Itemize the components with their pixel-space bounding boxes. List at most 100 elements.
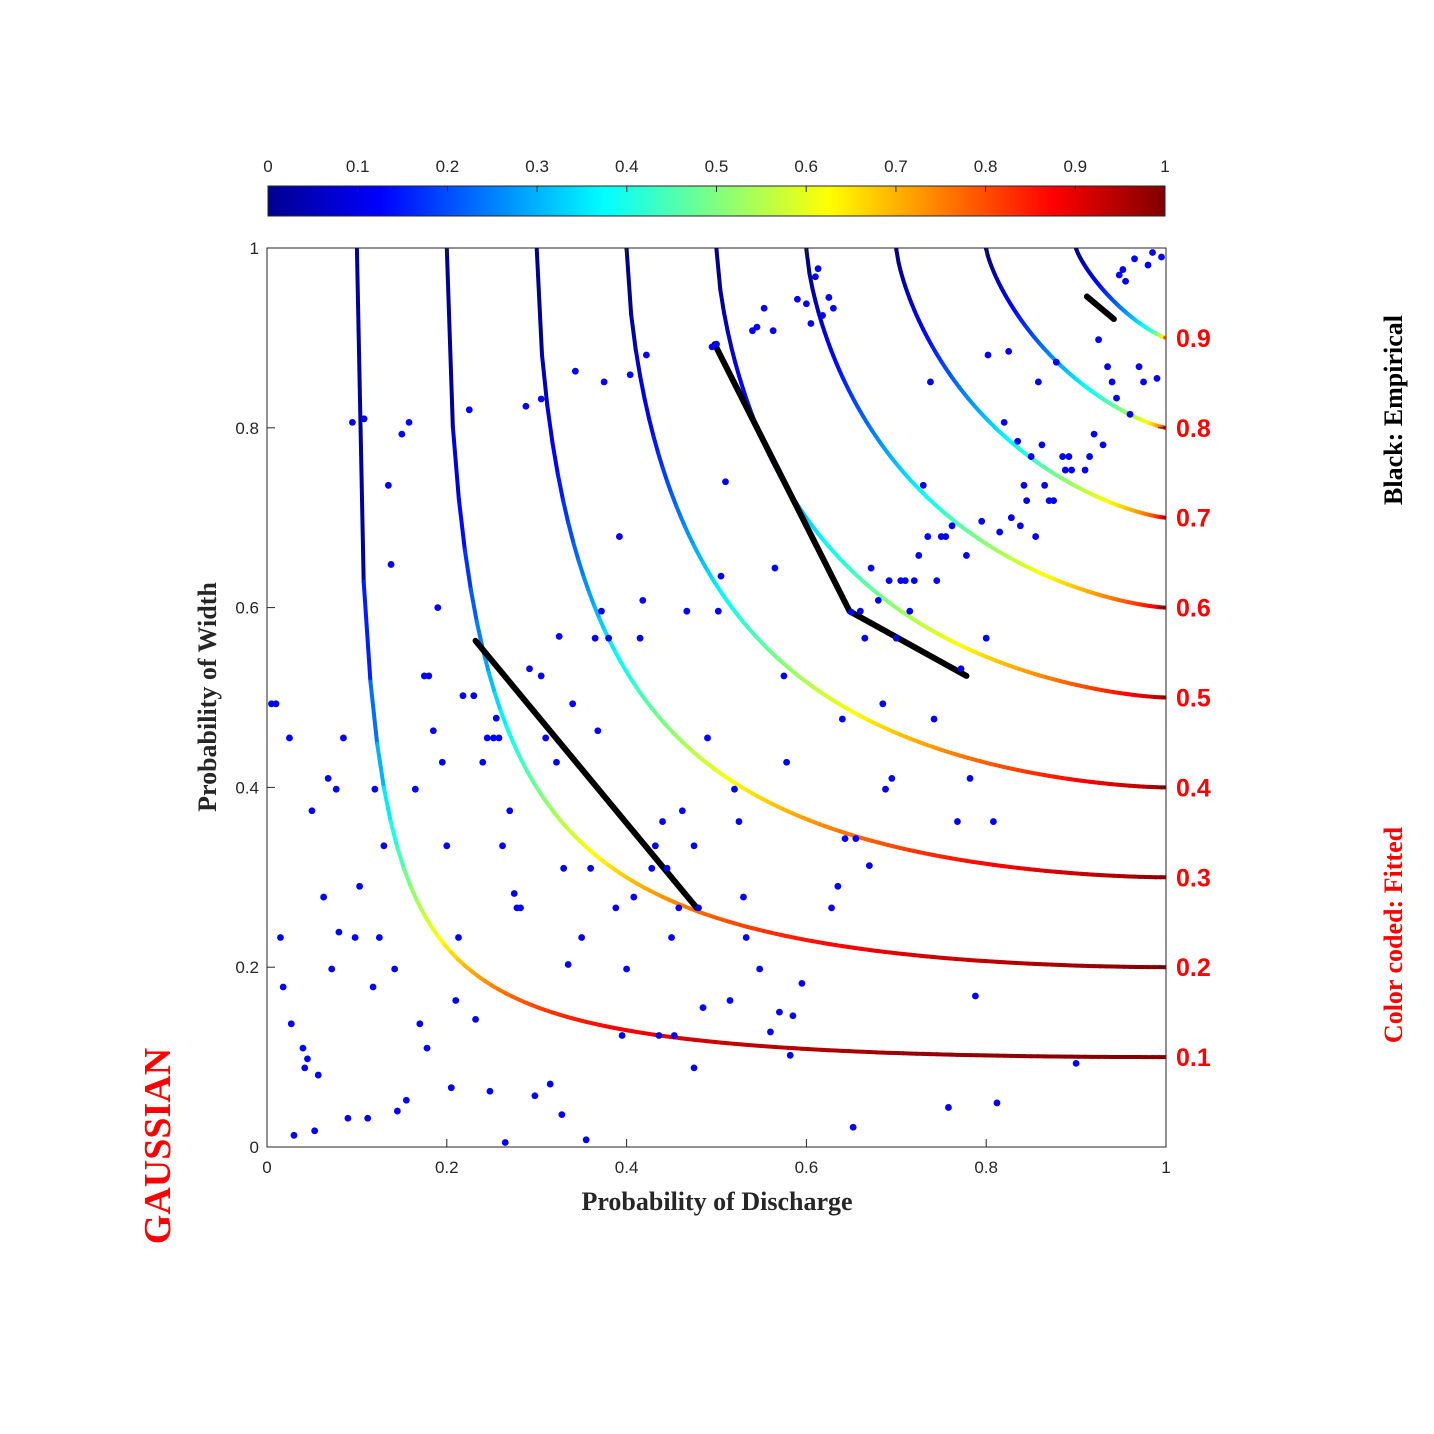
- data-point: [537, 672, 545, 680]
- contour-segment: [456, 496, 467, 552]
- data-point: [618, 1032, 626, 1039]
- contour-segment: [402, 867, 413, 889]
- contour-segment: [737, 373, 745, 390]
- y-tick-label: 0.4: [235, 778, 259, 797]
- contour-segment: [642, 396, 652, 421]
- contour-segment: [718, 287, 727, 315]
- data-point: [332, 785, 340, 793]
- data-point: [537, 395, 545, 403]
- data-point: [1027, 453, 1035, 460]
- contour-segment: [522, 764, 533, 780]
- contour-segment: [804, 248, 812, 276]
- data-point: [942, 533, 950, 540]
- contour-segment: [810, 286, 818, 304]
- data-point: [380, 842, 388, 850]
- data-point: [314, 1071, 322, 1079]
- data-point: [834, 882, 842, 890]
- data-point: [398, 430, 406, 438]
- contour-segment: [665, 479, 674, 496]
- data-point: [849, 1123, 857, 1131]
- contour-segment: [408, 884, 420, 905]
- data-point: [526, 665, 533, 673]
- data-points: [268, 249, 1165, 1146]
- data-point: [807, 320, 815, 327]
- data-point: [966, 775, 974, 782]
- data-point: [486, 1087, 494, 1095]
- data-point: [722, 478, 729, 486]
- data-point: [371, 785, 379, 793]
- data-point: [542, 734, 550, 742]
- contour-segment: [486, 670, 497, 695]
- data-point: [783, 758, 791, 766]
- data-point: [1034, 378, 1042, 386]
- colorbar-tick-label: 0.9: [1063, 157, 1087, 176]
- data-point: [1108, 378, 1116, 386]
- data-point: [642, 351, 650, 359]
- data-point: [1119, 266, 1127, 273]
- data-point: [1007, 514, 1015, 522]
- data-point: [612, 904, 620, 912]
- data-point: [819, 312, 826, 319]
- data-point: [767, 1028, 774, 1036]
- contour-segment: [534, 248, 544, 357]
- data-point: [623, 965, 630, 973]
- contour-segment: [422, 912, 434, 929]
- contour-segment: [638, 374, 647, 401]
- data-point: [364, 1114, 372, 1122]
- data-point: [569, 700, 577, 708]
- contour-line-0.2: [444, 248, 1166, 970]
- contour-segment: [545, 403, 555, 445]
- data-point: [1126, 410, 1134, 418]
- data-point: [472, 1015, 479, 1023]
- contour-segment: [361, 579, 373, 684]
- data-point: [651, 842, 659, 850]
- data-point: [369, 983, 377, 991]
- data-point: [626, 371, 634, 379]
- data-point: [874, 597, 882, 604]
- contour-segment: [555, 471, 565, 502]
- contour-segment: [733, 360, 742, 378]
- data-point: [308, 807, 316, 815]
- data-point: [605, 634, 613, 642]
- data-point: [499, 842, 506, 850]
- data-point: [713, 340, 720, 348]
- contour-level-label: 0.1: [1176, 1044, 1211, 1072]
- data-point: [1090, 430, 1098, 438]
- data-point: [648, 864, 656, 872]
- data-point: [771, 564, 779, 572]
- data-point: [670, 1032, 678, 1039]
- colorbar: 0 0.1 0.2 0.3 0.4 0.5 0.6 0.7 0.8 0.9 1: [263, 157, 1170, 217]
- y-tick-label: 0: [250, 1138, 259, 1157]
- contour-segment: [807, 271, 815, 291]
- contour-segment: [498, 709, 509, 730]
- contour-level-label: 0.2: [1176, 954, 1211, 982]
- data-point: [279, 983, 287, 991]
- data-point: [978, 517, 986, 525]
- data-point: [945, 1104, 952, 1111]
- colorbar-tick-label: 0.1: [346, 157, 370, 176]
- y-tick-label: 0.8: [235, 419, 259, 438]
- data-point: [490, 734, 497, 742]
- data-point: [564, 961, 572, 968]
- data-point: [731, 785, 738, 793]
- data-point: [776, 1008, 783, 1016]
- x-axis-label: Probability of Discharge: [581, 1187, 852, 1216]
- data-point: [1135, 363, 1143, 371]
- data-point: [867, 564, 875, 572]
- contour-segment: [714, 248, 723, 292]
- data-point: [1000, 419, 1008, 426]
- data-point: [429, 727, 437, 735]
- contour-segment: [592, 604, 602, 622]
- data-point: [1153, 374, 1161, 382]
- data-point: [349, 419, 356, 426]
- data-point: [856, 607, 864, 615]
- colorbar-tick-label: 0.3: [525, 157, 549, 176]
- data-point: [1115, 271, 1123, 279]
- contour-line-0.1: [354, 248, 1166, 1060]
- contour-segment: [669, 491, 679, 508]
- data-point: [1131, 255, 1138, 263]
- contour-segment: [510, 739, 521, 757]
- data-point: [299, 1044, 307, 1052]
- data-point: [1041, 481, 1049, 489]
- contour-segment: [415, 900, 427, 917]
